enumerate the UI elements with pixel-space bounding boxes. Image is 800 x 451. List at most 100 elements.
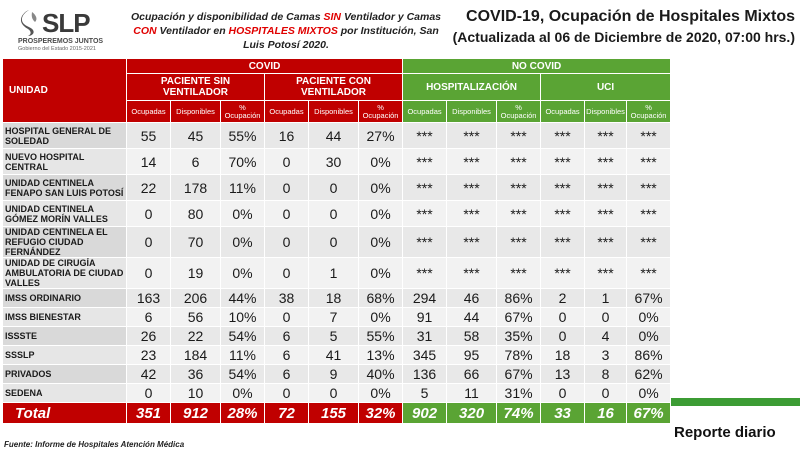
unidad-name: UNIDAD CENTINELA EL REFUGIO CIUDAD FERNÁ…	[2, 226, 127, 258]
table-cell: 0%	[626, 383, 672, 403]
table-cell: ***	[626, 226, 672, 258]
subtitle-part: Ocupación y disponibilidad de Camas	[130, 11, 324, 23]
table-cell: 0%	[220, 200, 265, 227]
table-cell: 44%	[220, 288, 265, 308]
covid-header: COVID	[125, 58, 404, 74]
subheader-row: Ocupadas Disponibles% Ocupación Ocupadas Di…	[3, 100, 672, 123]
table-cell: ***	[584, 257, 628, 289]
table-cell: 40%	[357, 364, 404, 384]
total-cell: 912	[170, 402, 221, 424]
table-row: NUEVO HOSPITAL CENTRAL 14 6 70% 0 30 0% *** *** *…	[2, 148, 672, 175]
no-covid-header: NO COVID	[402, 58, 672, 74]
table-cell: ***	[446, 148, 498, 175]
table-cell: ***	[540, 226, 586, 258]
table-cell: 0	[584, 383, 628, 403]
table-cell: 0	[540, 307, 586, 327]
table-cell: 0%	[626, 326, 672, 346]
table-cell: 31%	[496, 383, 542, 403]
table-cell: 67%	[496, 364, 542, 384]
table-cell: 0	[126, 200, 171, 227]
table-cell: ***	[584, 148, 628, 175]
unidad-name: PRIVADOS	[2, 364, 127, 384]
table-cell: 78%	[496, 345, 542, 365]
table-cell: 4	[584, 326, 628, 346]
subheader-disponibles: Disponibles	[170, 100, 221, 123]
table-cell: 67%	[496, 307, 542, 327]
table-cell: 55	[126, 122, 171, 149]
table-cell: 68%	[357, 288, 404, 308]
sin-ventilador-header: PACIENTE SIN VENTILADOR	[126, 73, 265, 101]
table-cell: ***	[540, 122, 586, 149]
table-cell: 55%	[220, 122, 265, 149]
table-cell: 0%	[626, 307, 672, 327]
table-cell: 95	[446, 345, 498, 365]
table-cell: ***	[584, 200, 628, 227]
table-cell: ***	[540, 174, 586, 201]
table-cell: 18	[540, 345, 586, 365]
table-cell: 9	[308, 364, 359, 384]
table-cell: 44	[308, 122, 359, 149]
table-cell: ***	[626, 174, 672, 201]
table-cell: ***	[402, 200, 448, 227]
unidad-name: UNIDAD CENTINELA GÓMEZ MORÍN VALLES	[2, 200, 127, 227]
table-cell: 62%	[626, 364, 672, 384]
table-cell: 3	[584, 345, 628, 365]
table-row: SSSLP 23 184 11% 6 41 13% 345 95 78% 18 3 86%	[2, 345, 672, 365]
table-cell: 0	[308, 200, 359, 227]
unidad-header: UNIDAD	[2, 58, 127, 123]
table-cell: ***	[540, 148, 586, 175]
table-cell: ***	[446, 226, 498, 258]
table-cell: 41	[308, 345, 359, 365]
table-cell: ***	[496, 200, 542, 227]
table-cell: 0	[540, 383, 586, 403]
occupancy-table: UNIDAD COVID NO COVID PACIENTE SIN VENTI…	[2, 58, 672, 424]
table-cell: 22	[170, 326, 221, 346]
table-cell: ***	[584, 122, 628, 149]
table-cell: ***	[626, 148, 672, 175]
slp-logo: SLP PROSPEREMOS JUNTOS Gobierno del Esta…	[8, 6, 118, 54]
table-cell: ***	[402, 257, 448, 289]
unidad-name: UNIDAD CENTINELA FENAPO SAN LUIS POTOSÍ	[2, 174, 127, 201]
table-cell: 18	[308, 288, 359, 308]
table-cell: 178	[170, 174, 221, 201]
table-row: HOSPITAL GENERAL DE SOLEDAD 55 45 55% 16 44 27…	[2, 122, 672, 149]
table-cell: 46	[446, 288, 498, 308]
logo-text: SLP	[42, 8, 91, 38]
table-cell: 0	[264, 226, 309, 258]
table-cell: 54%	[220, 326, 265, 346]
table-row: UNIDAD CENTINELA GÓMEZ MORÍN VALLES 0 80 0%…	[2, 200, 672, 227]
table-cell: 6	[126, 307, 171, 327]
table-cell: 67%	[626, 288, 672, 308]
table-cell: ***	[402, 148, 448, 175]
total-cell: 67%	[626, 402, 672, 424]
table-cell: 23	[126, 345, 171, 365]
total-cell: 320	[446, 402, 498, 424]
subtitle-part: por Institución, San Luis Potosí 2020.	[243, 25, 439, 51]
table-cell: ***	[496, 122, 542, 149]
table-cell: 0	[264, 383, 309, 403]
subheader-ocupadas: Ocupadas	[264, 100, 309, 123]
table-cell: 11%	[220, 174, 265, 201]
subheader-disponibles: Disponibles	[308, 100, 359, 123]
total-cell: 28%	[220, 402, 265, 424]
table-cell: 91	[402, 307, 448, 327]
table-cell: 55%	[357, 326, 404, 346]
subheader-pct: % Ocupación	[626, 100, 672, 123]
total-cell: 902	[402, 402, 448, 424]
table-cell: 7	[308, 307, 359, 327]
table-row: IMSS ORDINARIO 163 206 44% 38 18 68% 294 46 86% 2 1…	[2, 288, 672, 308]
table-row: ISSSTE 26 22 54% 6 5 55% 31 58 35% 0 4 0%	[2, 326, 672, 346]
table-cell: 6	[264, 326, 309, 346]
table-cell: 11	[446, 383, 498, 403]
con-ventilador-header: PACIENTE CON VENTILADOR	[263, 73, 404, 101]
table-cell: 86%	[496, 288, 542, 308]
unidad-name: SEDENA	[2, 383, 127, 403]
table-cell: ***	[446, 200, 498, 227]
uci-header: UCI	[540, 73, 672, 101]
reporte-diario-label: Reporte diario	[674, 424, 776, 441]
table-cell: 10%	[220, 307, 265, 327]
table-cell: ***	[496, 174, 542, 201]
table-row: PRIVADOS 42 36 54% 6 9 40% 136 66 67% 13 8 62%	[2, 364, 672, 384]
total-cell: 351	[126, 402, 171, 424]
table-body: HOSPITAL GENERAL DE SOLEDAD 55 45 55% 16 44 27…	[2, 122, 672, 424]
